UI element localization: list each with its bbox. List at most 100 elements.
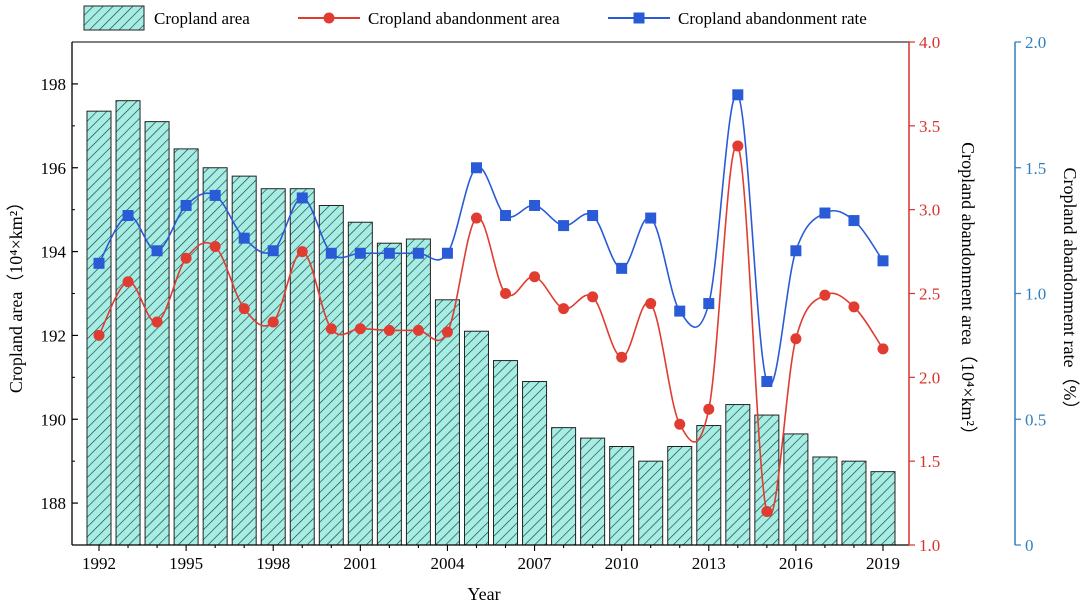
point-abandonment-area-1992 <box>93 329 105 341</box>
point-abandonment-area-1993 <box>122 276 134 288</box>
left-tick-label-192: 192 <box>41 326 67 345</box>
point-abandonment-rate-2006 <box>500 210 512 222</box>
x-axis-ticks: 1992 1995 1998 2001 2004 2007 2010 2013 2016 2019 <box>82 545 900 573</box>
point-abandonment-area-2015 <box>761 505 773 517</box>
bar-cropland-area-1993 <box>115 100 141 546</box>
point-abandonment-area-2017 <box>819 289 831 301</box>
x-tick-label-2013: 2013 <box>692 554 726 573</box>
point-abandonment-rate-2005 <box>470 162 482 174</box>
left-tick-label-198: 198 <box>41 75 67 94</box>
bar-cropland-area-2013 <box>696 425 722 546</box>
right-red-tick-label-1.0: 1.0 <box>919 536 940 555</box>
bar-cropland-area-2005 <box>463 330 489 546</box>
bar-cropland-area-2010 <box>609 446 635 546</box>
point-abandonment-area-2011 <box>645 298 657 310</box>
legend-swatch-bar <box>83 5 145 31</box>
point-abandonment-rate-1996 <box>209 189 221 201</box>
line-series-group <box>93 89 889 517</box>
point-abandonment-rate-1998 <box>267 245 279 257</box>
point-abandonment-rate-2010 <box>616 262 628 274</box>
point-abandonment-area-1997 <box>238 303 250 315</box>
point-abandonment-area-2010 <box>616 351 628 363</box>
point-abandonment-area-2018 <box>848 301 860 313</box>
right-blue-tick-label-2.0: 2.0 <box>1025 33 1046 52</box>
bar-cropland-area-2012 <box>667 446 693 546</box>
legend-marker-square <box>633 12 645 24</box>
bar-cropland-area-1994 <box>144 121 170 546</box>
point-abandonment-rate-2008 <box>558 220 570 232</box>
point-abandonment-area-1995 <box>180 252 192 264</box>
point-abandonment-area-2004 <box>441 326 453 338</box>
point-abandonment-area-1994 <box>151 316 163 328</box>
bar-cropland-area-1992 <box>86 110 112 546</box>
right-blue-tick-label-1.5: 1.5 <box>1025 159 1046 178</box>
right-red-tick-label-4.0: 4.0 <box>919 33 940 52</box>
bar-cropland-area-2017 <box>812 456 838 546</box>
legend-label-abandonment-area: Cropland abandonment area <box>368 9 560 28</box>
point-abandonment-rate-2004 <box>441 247 453 259</box>
legend-label-abandonment-rate: Cropland abandonment rate <box>678 9 867 28</box>
point-abandonment-rate-2001 <box>354 247 366 259</box>
point-abandonment-area-2008 <box>558 303 570 315</box>
bar-cropland-area-2018 <box>841 460 867 546</box>
point-abandonment-rate-2000 <box>325 247 337 259</box>
bar-cropland-area-1996 <box>202 167 228 546</box>
right-blue-tick-label-0: 0 <box>1025 536 1034 555</box>
bar-cropland-area-2009 <box>580 437 606 546</box>
point-abandonment-rate-1997 <box>238 232 250 244</box>
left-axis-ticks: 188 190 192 194 196 198 <box>41 41 78 546</box>
point-abandonment-rate-1992 <box>93 257 105 269</box>
x-tick-label-2010: 2010 <box>605 554 639 573</box>
right-blue-tick-label-0.5: 0.5 <box>1025 410 1046 429</box>
bar-cropland-area-2000 <box>318 204 344 546</box>
bar-cropland-area-2011 <box>638 460 664 546</box>
point-abandonment-rate-1999 <box>296 192 308 204</box>
x-tick-label-2004: 2004 <box>430 554 465 573</box>
point-abandonment-rate-2017 <box>819 207 831 219</box>
bar-cropland-area-2014 <box>725 404 751 546</box>
point-abandonment-area-2002 <box>383 324 395 336</box>
right-axis-blue-title: Cropland abandonment rate（%） <box>1060 168 1080 419</box>
x-tick-label-2007: 2007 <box>518 554 553 573</box>
point-abandonment-rate-1995 <box>180 199 192 211</box>
point-abandonment-rate-2002 <box>383 247 395 259</box>
point-abandonment-area-2007 <box>529 271 541 283</box>
x-axis-title: Year <box>467 584 500 604</box>
x-tick-label-1992: 1992 <box>82 554 116 573</box>
point-abandonment-rate-2018 <box>848 215 860 227</box>
point-abandonment-area-2014 <box>732 140 744 152</box>
point-abandonment-area-2013 <box>703 403 715 415</box>
bar-cropland-area-2001 <box>347 221 373 546</box>
right-red-tick-label-3.5: 3.5 <box>919 117 940 136</box>
x-tick-label-2016: 2016 <box>779 554 813 573</box>
point-abandonment-area-2012 <box>674 418 686 430</box>
point-abandonment-rate-2007 <box>529 199 541 211</box>
point-abandonment-area-1996 <box>209 241 221 253</box>
point-abandonment-rate-2003 <box>412 247 424 259</box>
bar-cropland-area-1997 <box>231 175 257 546</box>
bar-cropland-area-2007 <box>522 381 548 546</box>
right-axis-red-title: Cropland abandonment area（10⁴×km²） <box>958 142 978 444</box>
right-blue-tick-label-1.0: 1.0 <box>1025 285 1046 304</box>
point-abandonment-area-2009 <box>587 291 599 303</box>
legend-marker-circle <box>323 12 335 24</box>
point-abandonment-rate-2014 <box>732 89 744 101</box>
point-abandonment-rate-2019 <box>877 255 889 267</box>
legend-item-abandonment-rate: Cropland abandonment rate <box>608 9 867 28</box>
point-abandonment-rate-1994 <box>151 245 163 257</box>
point-abandonment-rate-2012 <box>674 305 686 317</box>
point-abandonment-area-2001 <box>354 323 366 335</box>
point-abandonment-area-2006 <box>500 288 512 299</box>
point-abandonment-rate-2015 <box>761 376 773 388</box>
left-tick-label-188: 188 <box>41 494 67 513</box>
x-tick-label-1998: 1998 <box>256 554 290 573</box>
legend: Cropland area Cropland abandonment area … <box>83 5 867 31</box>
legend-label-cropland-area: Cropland area <box>154 9 250 28</box>
point-abandonment-rate-1993 <box>122 210 134 222</box>
right-red-tick-label-3.0: 3.0 <box>919 201 940 220</box>
bar-cropland-area-2002 <box>376 242 402 546</box>
left-axis-title: Cropland area（10⁴×km²） <box>6 193 26 393</box>
point-abandonment-area-2019 <box>877 343 889 355</box>
